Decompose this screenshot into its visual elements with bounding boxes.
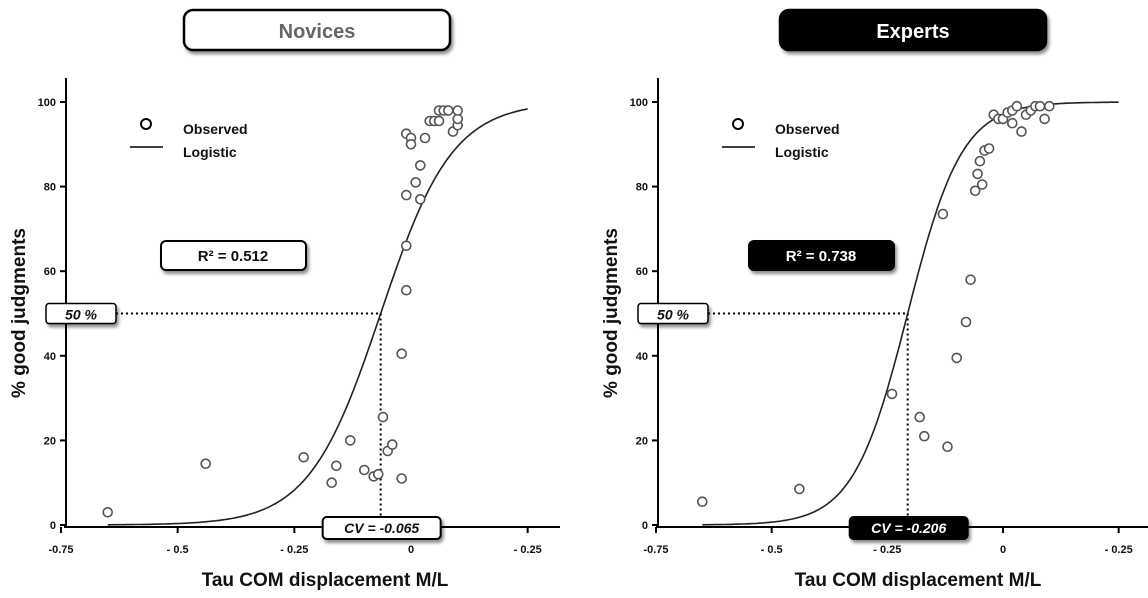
chart-title: Experts xyxy=(876,21,949,43)
data-point xyxy=(1011,100,1023,112)
logistic-curve xyxy=(107,108,528,526)
y-tick-label: 0 xyxy=(50,520,56,532)
x-axis-label: Tau COM displacement M/L xyxy=(202,570,449,591)
x-axis-label: Tau COM displacement M/L xyxy=(795,570,1042,591)
cv-label: CV = -0.065 xyxy=(344,520,419,536)
data-point xyxy=(414,194,426,205)
y-tick-label: 60 xyxy=(636,266,648,278)
data-point xyxy=(696,496,708,508)
data-point xyxy=(330,460,342,472)
data-point xyxy=(344,435,356,446)
legend: Observed Logistic xyxy=(722,118,840,160)
legend-marker-observed xyxy=(732,118,744,130)
data-point xyxy=(1016,126,1027,137)
y-tick-label: 20 xyxy=(44,435,56,447)
x-tick-label: 0 xyxy=(1000,544,1006,556)
data-point xyxy=(974,155,986,167)
y-tick-label: 80 xyxy=(44,182,56,194)
data-point xyxy=(414,160,426,171)
data-point xyxy=(1039,113,1050,125)
data-point xyxy=(419,132,431,144)
data-point xyxy=(442,105,454,116)
cv-box xyxy=(321,516,442,540)
y-tick-label: 40 xyxy=(636,351,648,363)
data-point xyxy=(452,105,464,116)
data-point xyxy=(1006,117,1018,129)
legend-entry-observed: Observed xyxy=(775,121,840,137)
title-box xyxy=(778,8,1048,52)
data-point xyxy=(983,143,995,154)
data-point xyxy=(914,411,926,423)
x-tick-label: - 0.25 xyxy=(514,544,542,556)
legend-entry-logistic: Logistic xyxy=(775,144,829,160)
data-point xyxy=(942,441,953,453)
data-point xyxy=(358,464,370,476)
r2-box xyxy=(748,240,895,271)
legend-entry-observed: Observed xyxy=(183,121,248,137)
y-tick-label: 80 xyxy=(636,182,648,194)
data-point xyxy=(372,468,384,480)
data-point xyxy=(400,284,412,296)
cv-label: CV = -0.206 xyxy=(871,520,946,536)
x-tick-label: - 0.25 xyxy=(1105,544,1133,556)
legend-marker-observed xyxy=(140,118,152,130)
data-point xyxy=(960,316,972,328)
data-point xyxy=(794,483,805,495)
data-point xyxy=(405,139,417,150)
data-point xyxy=(377,411,389,423)
y-axis-label: % good judgments xyxy=(9,228,30,398)
r2-label: R² = 0.738 xyxy=(786,248,856,265)
data-point xyxy=(976,179,988,190)
legend-entry-logistic: Logistic xyxy=(183,144,237,160)
data-point xyxy=(969,185,981,197)
data-point xyxy=(298,451,310,463)
x-tick-label: -0.75 xyxy=(643,544,668,556)
fifty-percent-box xyxy=(45,302,117,325)
data-point xyxy=(972,168,983,180)
data-point xyxy=(396,473,408,484)
data-point xyxy=(400,189,412,201)
x-tick-label: -0.75 xyxy=(48,544,73,556)
data-point xyxy=(433,115,445,127)
data-point xyxy=(410,177,422,188)
x-tick-label: - 0.5 xyxy=(167,544,189,556)
fifty-percent-label: 50 % xyxy=(657,307,689,323)
x-tick-label: - 0.25 xyxy=(280,544,308,556)
fifty-percent-label: 50 % xyxy=(65,307,97,323)
data-point xyxy=(918,430,930,442)
x-tick-label: 0 xyxy=(408,544,414,556)
chart-title: Novices xyxy=(279,21,356,43)
y-tick-label: 100 xyxy=(630,97,648,109)
y-tick-label: 100 xyxy=(38,97,56,109)
cv-box xyxy=(848,516,969,540)
data-point xyxy=(102,506,113,518)
data-point xyxy=(886,388,898,400)
data-point xyxy=(1034,100,1046,112)
fifty-percent-box xyxy=(637,302,709,325)
data-point xyxy=(400,240,412,252)
data-point xyxy=(326,477,338,489)
x-tick-label: - 0.25 xyxy=(873,544,901,556)
y-tick-label: 60 xyxy=(44,266,56,278)
data-point xyxy=(200,458,211,470)
y-axis-label: % good judgments xyxy=(601,228,622,398)
data-point xyxy=(937,208,949,220)
title-box xyxy=(182,8,452,52)
data-point xyxy=(396,348,408,360)
r2-box xyxy=(160,240,307,271)
r2-label: R² = 0.512 xyxy=(198,248,268,265)
data-point xyxy=(1044,100,1055,112)
chart-panel-experts: Experts 0 20 40 60 80 100 -0.75 - 0.5 - 0.25 0 - 0.… xyxy=(601,8,1148,591)
data-point xyxy=(965,274,976,286)
y-tick-label: 20 xyxy=(636,435,648,447)
x-tick-label: - 0.5 xyxy=(761,544,783,556)
y-tick-label: 40 xyxy=(44,351,56,363)
chart-panel-novices: Novices 0 20 40 60 80 100 -0.75 - 0.5 - 0.25 0 - 0.… xyxy=(9,8,560,591)
data-point xyxy=(951,352,963,364)
y-tick-label: 0 xyxy=(642,520,648,532)
data-point xyxy=(386,439,398,450)
legend: Observed Logistic xyxy=(130,118,248,160)
